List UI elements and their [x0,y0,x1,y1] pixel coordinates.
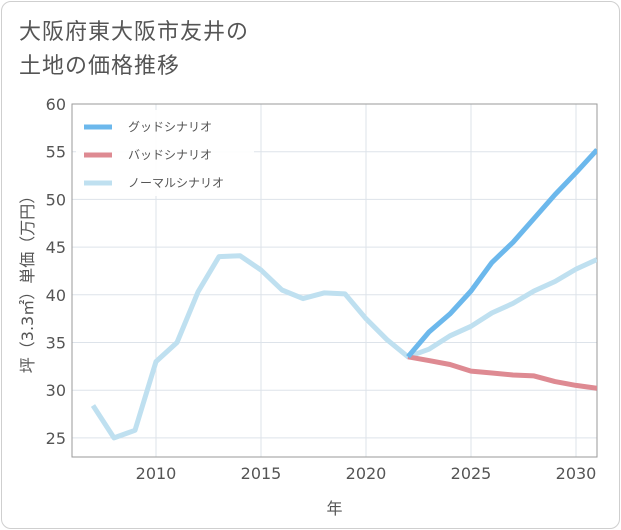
x-tick-2020: 2020 [346,464,387,483]
chart-title-line-1: 大阪府東大阪市友井の [19,20,250,45]
x-tick-2030: 2030 [556,464,597,483]
series-line-0 [406,148,597,359]
chart-title: 大阪府東大阪市友井の 土地の価格推移 [19,16,249,84]
legend-label-2: ノーマルシナリオ [128,176,224,190]
series-line-1 [407,354,597,391]
y-axis-label: 坪（3.3㎡）単価（万円） [18,188,37,373]
y-tick-40: 40 [46,286,66,305]
x-axis-label: 年 [326,499,342,518]
x-tick-2010: 2010 [136,464,177,483]
y-tick-labels: 25 30 35 40 45 50 55 60 [46,95,66,448]
y-tick-35: 35 [46,334,66,353]
x-tick-labels: 2010 2015 2020 2025 2030 [136,464,597,483]
series-line-2 [90,253,597,441]
y-tick-25: 25 [46,429,66,448]
legend-label-1: バッドシナリオ [128,148,212,162]
plot-frame [71,103,598,458]
y-tick-30: 30 [46,381,66,400]
x-tick-2015: 2015 [241,464,282,483]
legend-label-0: グッドシナリオ [128,120,212,134]
y-tick-55: 55 [46,143,66,162]
series-lines [90,148,597,441]
x-tick-2025: 2025 [451,464,492,483]
y-tick-60: 60 [46,95,66,114]
y-tick-50: 50 [46,190,66,209]
y-tick-45: 45 [46,238,66,257]
chart-title-line-2: 土地の価格推移 [19,54,181,79]
